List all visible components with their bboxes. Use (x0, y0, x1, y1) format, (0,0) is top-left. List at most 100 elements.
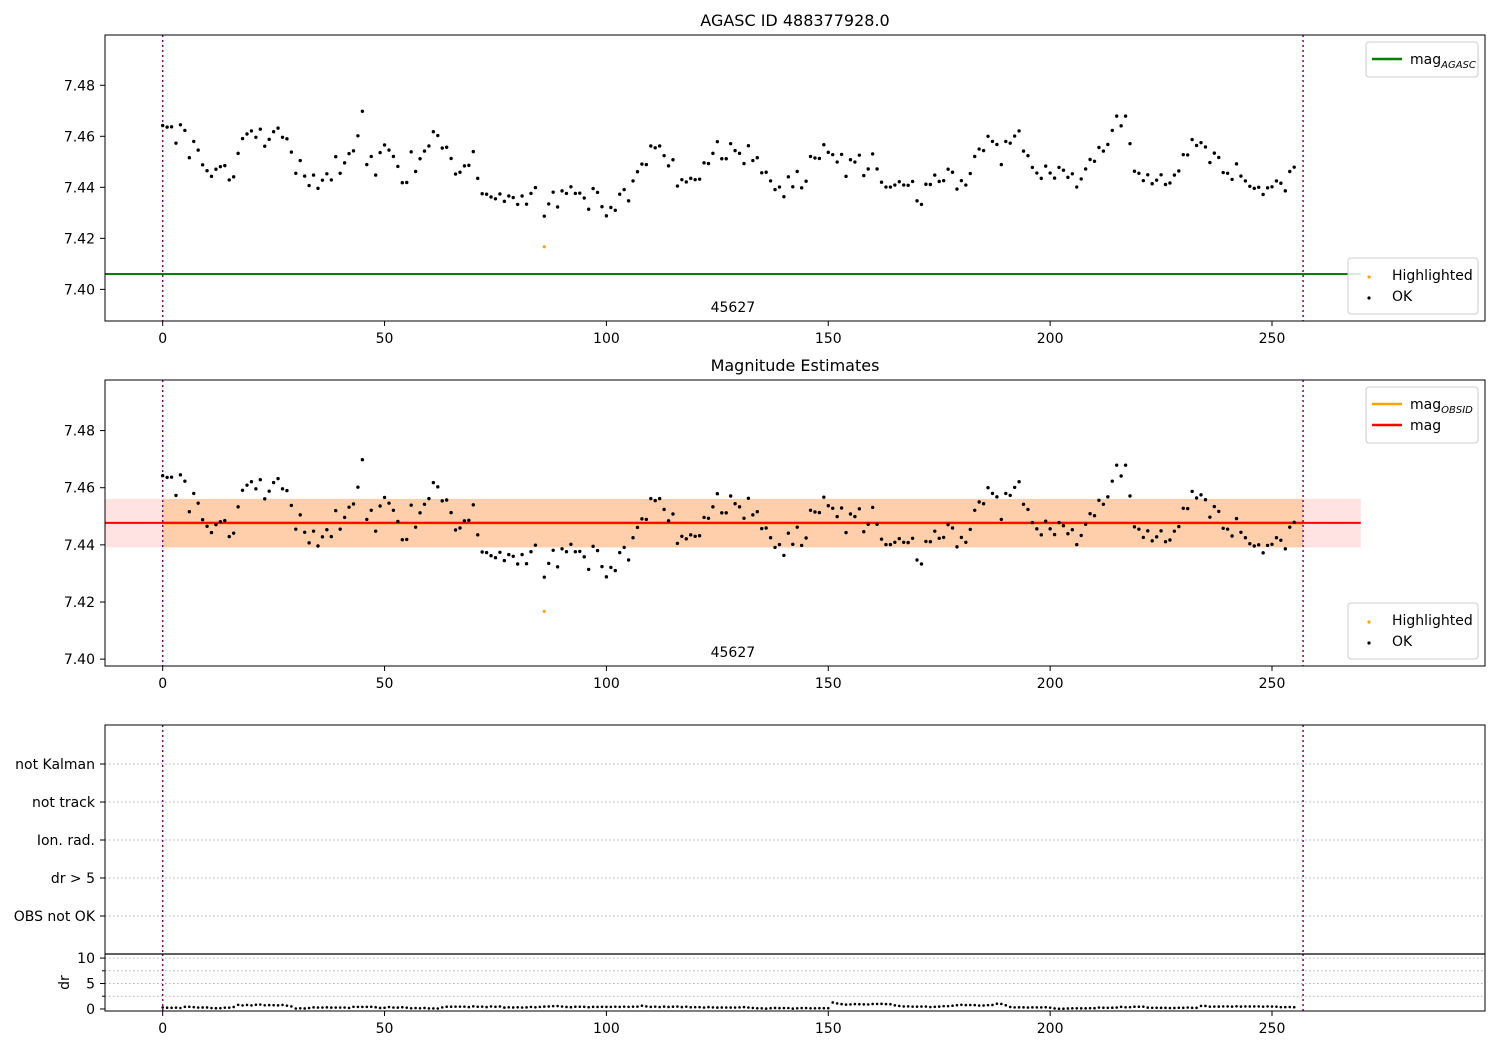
data-point-ok (551, 548, 555, 552)
data-point-ok (755, 156, 759, 160)
data-point-ok (307, 183, 311, 188)
dr-point (1008, 1005, 1012, 1009)
data-point-ok (751, 513, 755, 517)
dr-point (1106, 1006, 1110, 1010)
dr-point (263, 1004, 267, 1007)
dr-point (330, 1006, 333, 1009)
data-point-ok (396, 519, 400, 524)
plot-area (105, 380, 1361, 666)
data-point-ok (995, 495, 999, 499)
dr-point (356, 1005, 360, 1009)
data-point-ok (777, 185, 782, 189)
dr-point (529, 1005, 533, 1009)
data-point-ok (613, 208, 617, 212)
data-point-ok (289, 150, 294, 154)
data-point-ok (1061, 524, 1066, 528)
data-point-ok (1154, 178, 1159, 182)
panel-title: Magnitude Estimates (711, 356, 880, 375)
x-tick-label: 150 (815, 331, 842, 347)
data-point-ok (1150, 539, 1154, 543)
data-point-ok (1208, 515, 1212, 519)
y-tick-label: 10 (77, 951, 95, 967)
dr-point (511, 1006, 515, 1009)
data-point-ok (1088, 512, 1092, 516)
data-point-ok (1079, 533, 1083, 538)
dr-point (236, 1003, 240, 1007)
data-point-ok (1101, 502, 1106, 506)
dr-point (769, 1006, 772, 1010)
data-point-ok (289, 503, 294, 508)
dr-point (853, 1002, 857, 1006)
data-point-ok (440, 499, 444, 503)
data-point-ok (560, 547, 564, 551)
data-point-ok (813, 156, 817, 160)
data-point-ok (671, 158, 675, 162)
data-point-ok (1234, 516, 1239, 521)
data-point-ok (405, 537, 409, 542)
data-point-ok (1021, 149, 1026, 153)
data-point-ok (1261, 551, 1265, 555)
dr-point (618, 1005, 622, 1009)
data-point-ok (626, 558, 631, 562)
data-point-ok (884, 542, 888, 547)
data-point-ok (737, 151, 742, 156)
dr-point (986, 1003, 990, 1007)
data-point-ok (444, 498, 449, 502)
dr-point (689, 1005, 693, 1009)
data-point-ok (1283, 189, 1288, 193)
y-tick-label: 7.42 (64, 231, 95, 247)
dr-point (773, 1006, 777, 1010)
y-tick-label: 7.44 (64, 538, 95, 554)
dr-point (551, 1004, 555, 1008)
dr-point (183, 1005, 187, 1009)
data-point-ok (462, 164, 467, 168)
dr-point (995, 1002, 999, 1006)
data-point-ok (870, 152, 875, 156)
data-point-ok (1194, 496, 1199, 500)
dr-point (622, 1005, 626, 1008)
x-tick-label: 150 (815, 1021, 842, 1037)
panel-title: AGASC ID 488377928.0 (700, 11, 889, 30)
data-point-ok (981, 148, 986, 153)
dr-point (778, 1006, 781, 1010)
data-point-ok (808, 508, 813, 512)
data-point-ok (742, 161, 746, 166)
dr-point (161, 1006, 164, 1009)
legend-label-subscript: OBSID (1441, 405, 1473, 416)
dr-point (1075, 1007, 1079, 1010)
data-point-ok (1052, 532, 1057, 537)
data-point-ok (941, 535, 946, 540)
dr-point (427, 1007, 431, 1010)
data-point-ok (1035, 171, 1039, 175)
data-point-ok (192, 139, 196, 144)
data-point-ok (862, 173, 866, 178)
data-point-ok (737, 505, 742, 509)
dr-point (1013, 1006, 1016, 1009)
data-point-ok (653, 498, 657, 503)
x-tick-label: 100 (593, 676, 620, 692)
data-point-ok (1146, 173, 1150, 177)
data-point-ok (258, 127, 263, 131)
data-point-ok (689, 533, 693, 537)
data-point-ok (1035, 527, 1039, 531)
data-point-ok (476, 176, 480, 181)
data-point-ok (693, 534, 697, 538)
dr-point (858, 1002, 861, 1006)
data-point-ok (271, 129, 276, 134)
data-point-ok (680, 534, 684, 538)
data-point-ok (791, 542, 795, 546)
dr-point (1150, 1006, 1154, 1010)
data-point-ok (817, 510, 822, 515)
data-point-ok (964, 540, 968, 544)
panel-magnitude-estimates: Magnitude Estimates 45627 0 50 100 150 200 250 7… (64, 356, 1486, 692)
data-point-ok (413, 525, 418, 529)
data-point-ok (813, 510, 817, 514)
data-point-ok (1083, 522, 1088, 526)
data-point-ok (915, 558, 919, 562)
dr-point (609, 1005, 613, 1009)
data-point-ok (844, 174, 848, 179)
dr-point (800, 1006, 803, 1010)
dr-point (418, 1006, 422, 1010)
data-point-ok (192, 491, 196, 496)
data-point-ok (254, 135, 258, 140)
